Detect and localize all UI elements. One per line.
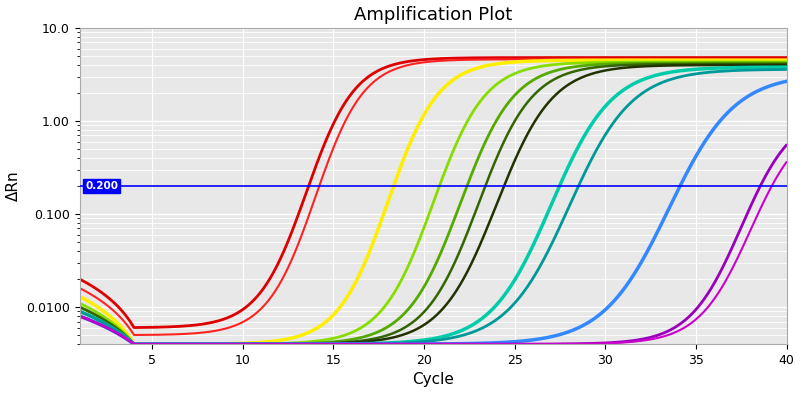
X-axis label: Cycle: Cycle [412, 373, 454, 387]
Title: Amplification Plot: Amplification Plot [354, 6, 512, 24]
Y-axis label: ΔRn: ΔRn [6, 171, 21, 201]
Text: 0.200: 0.200 [85, 181, 118, 191]
